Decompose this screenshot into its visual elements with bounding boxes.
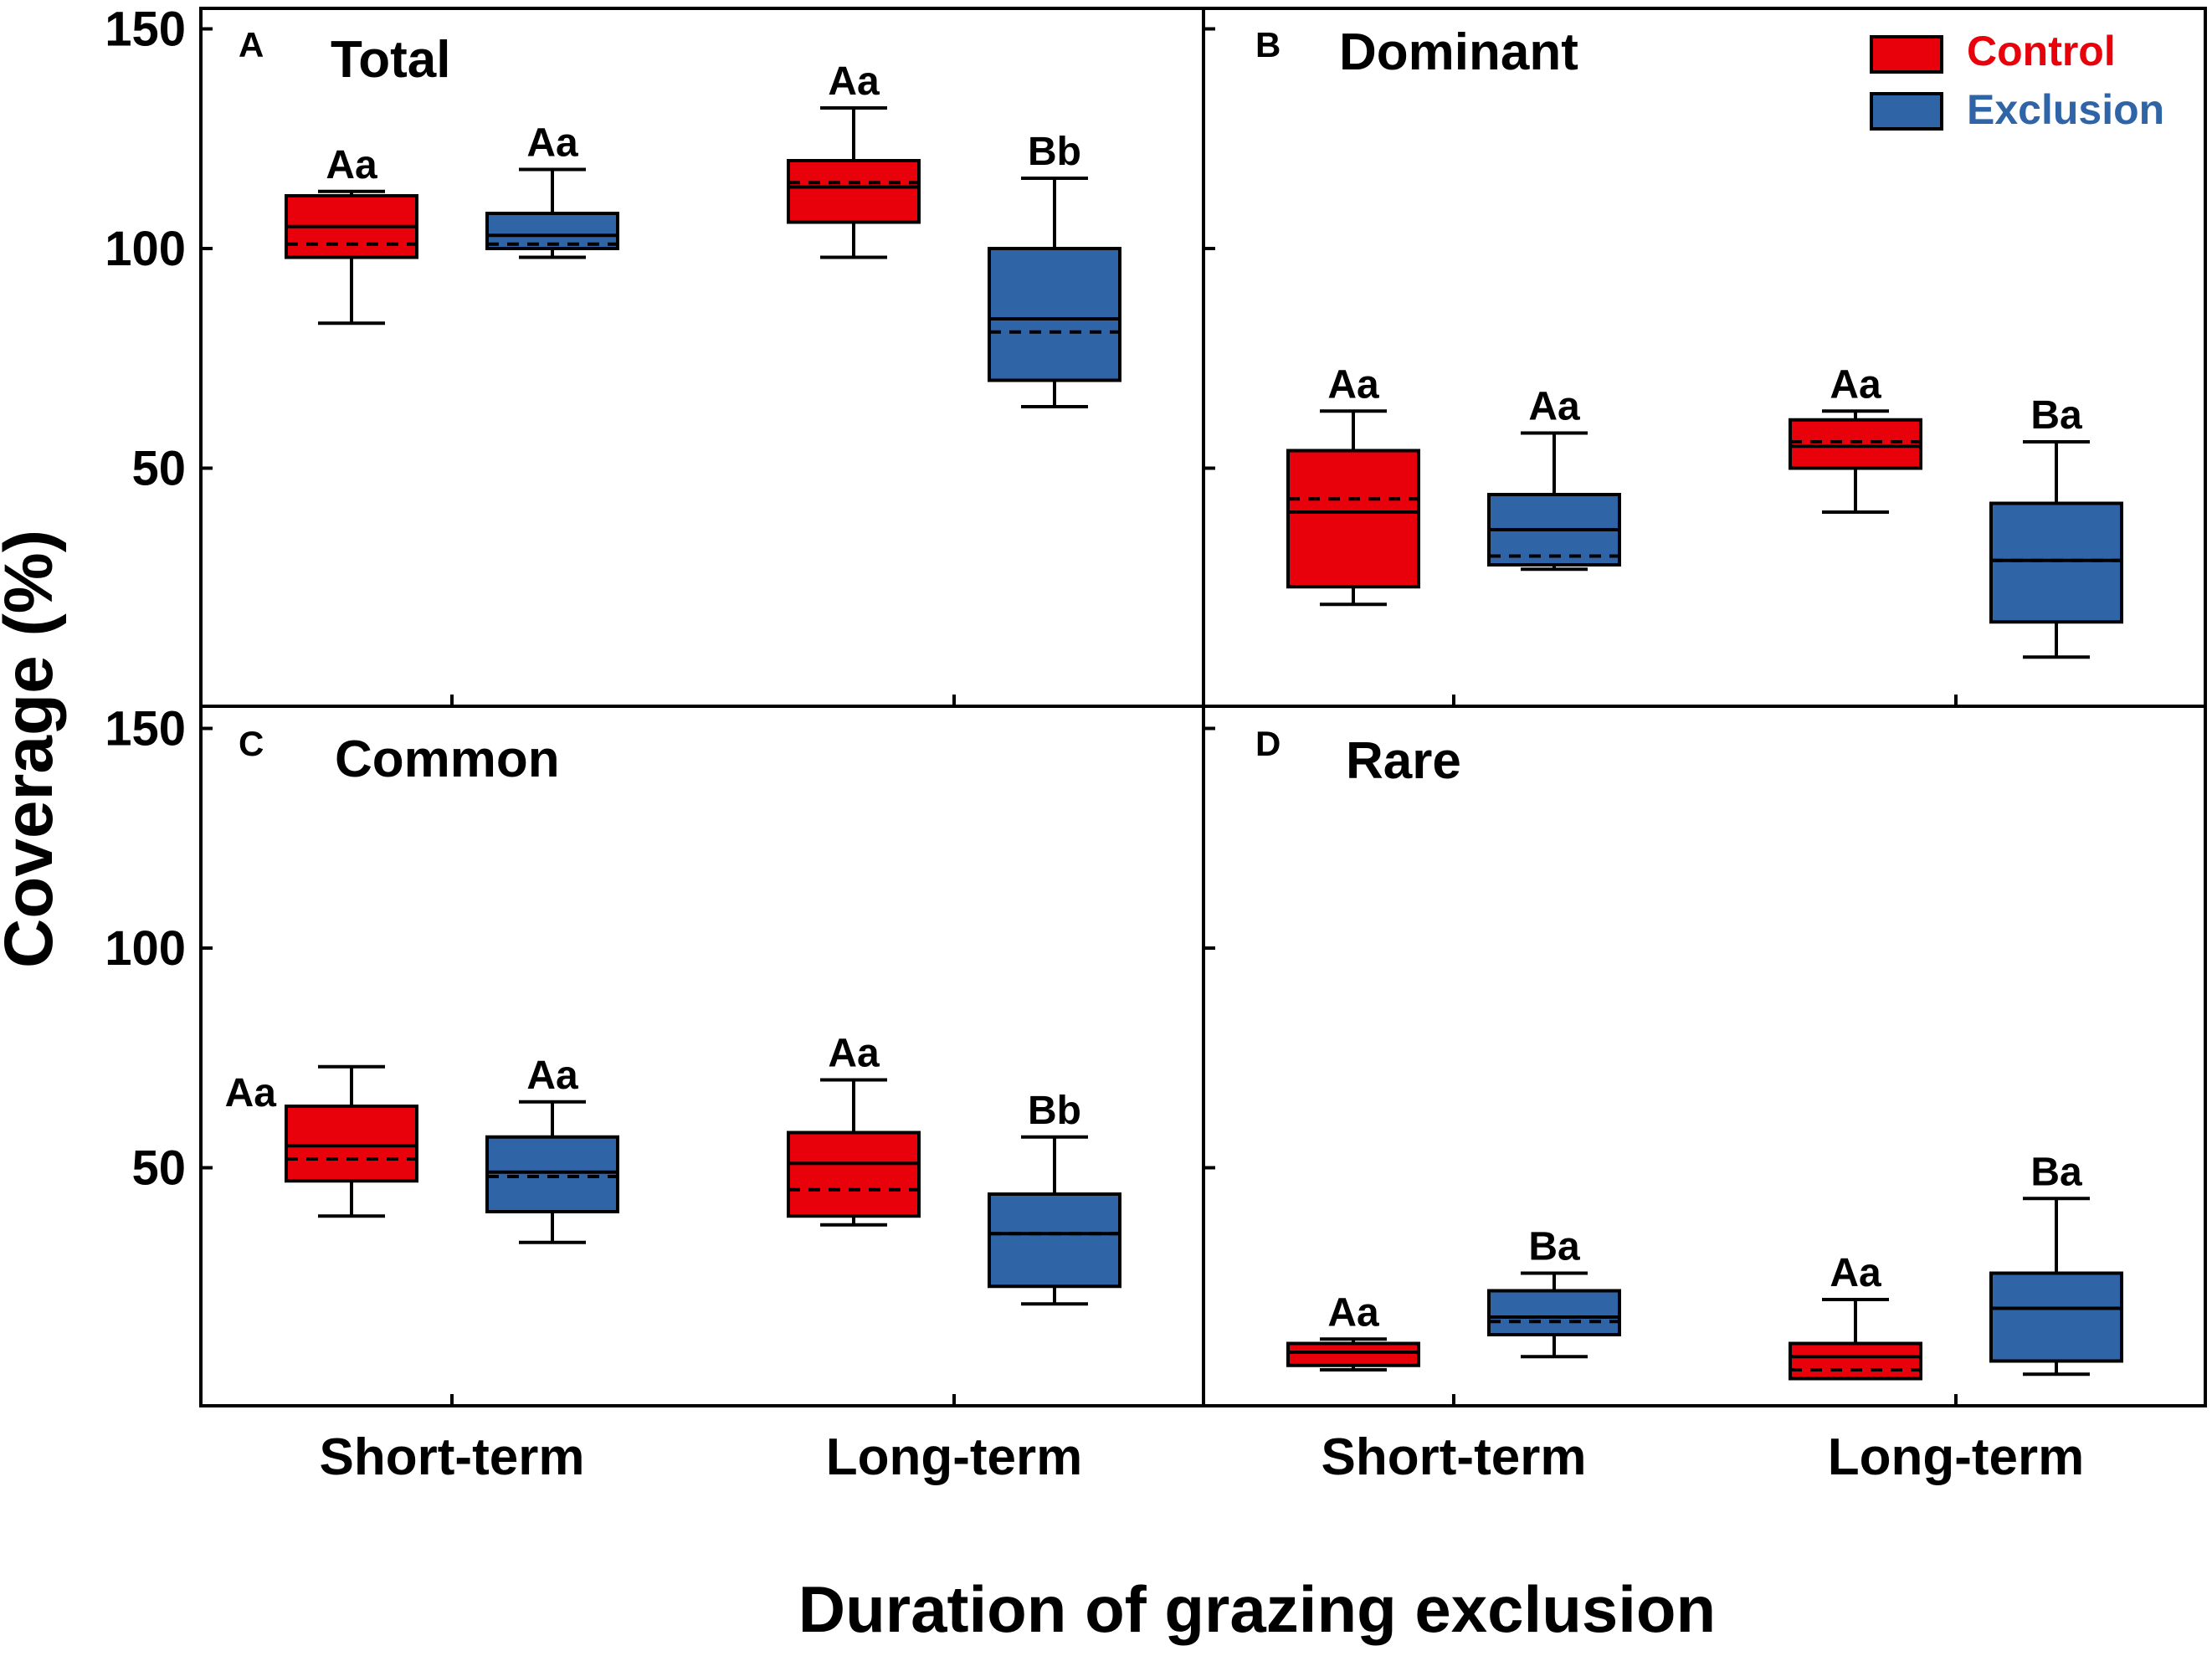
significance-label: Aa <box>225 1071 277 1115</box>
significance-label: Aa <box>1830 1251 1881 1295</box>
x-axis-label: Duration of grazing exclusion <box>798 1572 1716 1646</box>
panel-letter-a: A <box>239 25 264 64</box>
y-tick-label: 100 <box>105 222 186 276</box>
significance-label: Aa <box>828 59 880 104</box>
box-iqr <box>1989 501 2123 624</box>
box-iqr <box>787 159 921 224</box>
box-control-long-term: Aa <box>787 1032 921 1227</box>
significance-label: Aa <box>1830 362 1881 407</box>
box-control-long-term: Aa <box>1789 362 1922 514</box>
box-iqr <box>1789 418 1922 470</box>
y-tick-label: 50 <box>131 442 186 496</box>
x-tick-label: Short-term <box>1322 1428 1587 1486</box>
significance-label: Ba <box>2030 393 2082 438</box>
box-control-short-term: Aa <box>285 143 418 326</box>
panel-letter-c: C <box>239 724 264 763</box>
box-iqr <box>988 247 1121 382</box>
significance-label: Aa <box>828 1032 880 1076</box>
box-iqr <box>285 1105 418 1183</box>
box-iqr <box>988 1192 1121 1289</box>
legend-swatch-control <box>1870 35 1943 74</box>
box-exclusion-short-term: Ba <box>1487 1225 1621 1359</box>
legend-label-control: Control <box>1967 28 2116 74</box>
box-exclusion-short-term: Aa <box>485 121 619 259</box>
y-tick-label: 150 <box>105 702 186 756</box>
y-axis-label: Coverage (%) <box>0 530 67 968</box>
panel-letter-d: D <box>1255 724 1280 763</box>
x-tick-label: Long-term <box>1828 1428 2085 1486</box>
legend: Control Exclusion <box>1870 28 2164 133</box>
box-iqr <box>485 1135 619 1213</box>
box-iqr <box>1286 449 1420 589</box>
box-control-short-term: Aa <box>1286 362 1420 607</box>
significance-label: Ba <box>1528 1225 1580 1269</box>
box-iqr <box>1286 1341 1420 1367</box>
legend-swatch-exclusion <box>1870 92 1943 131</box>
panel-title-a: Total <box>331 31 451 89</box>
panel-letter-b: B <box>1255 25 1280 64</box>
significance-label: Aa <box>1528 385 1580 429</box>
box-control-short-term: Aa <box>1286 1290 1420 1371</box>
legend-label-exclusion: Exclusion <box>1967 86 2164 133</box>
panel-title-b: Dominant <box>1339 23 1578 81</box>
y-tick-label: 150 <box>105 3 186 57</box>
box-iqr <box>1989 1271 2123 1363</box>
y-tick-label: 50 <box>131 1141 186 1196</box>
x-tick-label: Long-term <box>826 1428 1083 1486</box>
box-control-long-term: Aa <box>1789 1251 1922 1381</box>
box-exclusion-long-term: Bb <box>988 1089 1121 1306</box>
significance-label: Aa <box>1327 1290 1379 1335</box>
significance-label: Aa <box>526 1054 578 1098</box>
y-tick-label: 100 <box>105 921 186 976</box>
box-exclusion-long-term: Bb <box>988 130 1121 408</box>
box-exclusion-short-term: Aa <box>1487 385 1621 572</box>
box-iqr <box>1789 1341 1922 1381</box>
box-exclusion-long-term: Ba <box>1989 393 2123 659</box>
box-exclusion-short-term: Aa <box>485 1054 619 1244</box>
box-iqr <box>1487 1289 1621 1336</box>
significance-label: Bb <box>1028 130 1081 174</box>
text-layer: Coverage (%) Duration of grazing exclusi… <box>0 3 2084 1647</box>
x-tick-label: Short-term <box>320 1428 585 1486</box>
panel-title-c: Common <box>335 731 560 788</box>
box-control-short-term: Aa <box>225 1064 418 1218</box>
boxes-layer: Aa Aa Aa Bb Aa Aa Aa Ba Aa Aa Aa Bb Aa Aa Ba Ba <box>225 59 2123 1381</box>
panel-title-d: Rare <box>1346 732 1461 790</box>
frames-layer <box>199 7 2207 1407</box>
significance-label: Aa <box>326 143 377 187</box>
box-control-long-term: Aa <box>787 59 921 259</box>
significance-label: Ba <box>2030 1150 2082 1194</box>
box-iqr <box>787 1130 921 1218</box>
significance-label: Aa <box>526 121 578 166</box>
box-exclusion-long-term: Ba <box>1989 1150 2123 1377</box>
panel-frame-d <box>1202 705 2207 1407</box>
significance-label: Aa <box>1327 362 1379 407</box>
significance-label: Bb <box>1028 1089 1081 1133</box>
